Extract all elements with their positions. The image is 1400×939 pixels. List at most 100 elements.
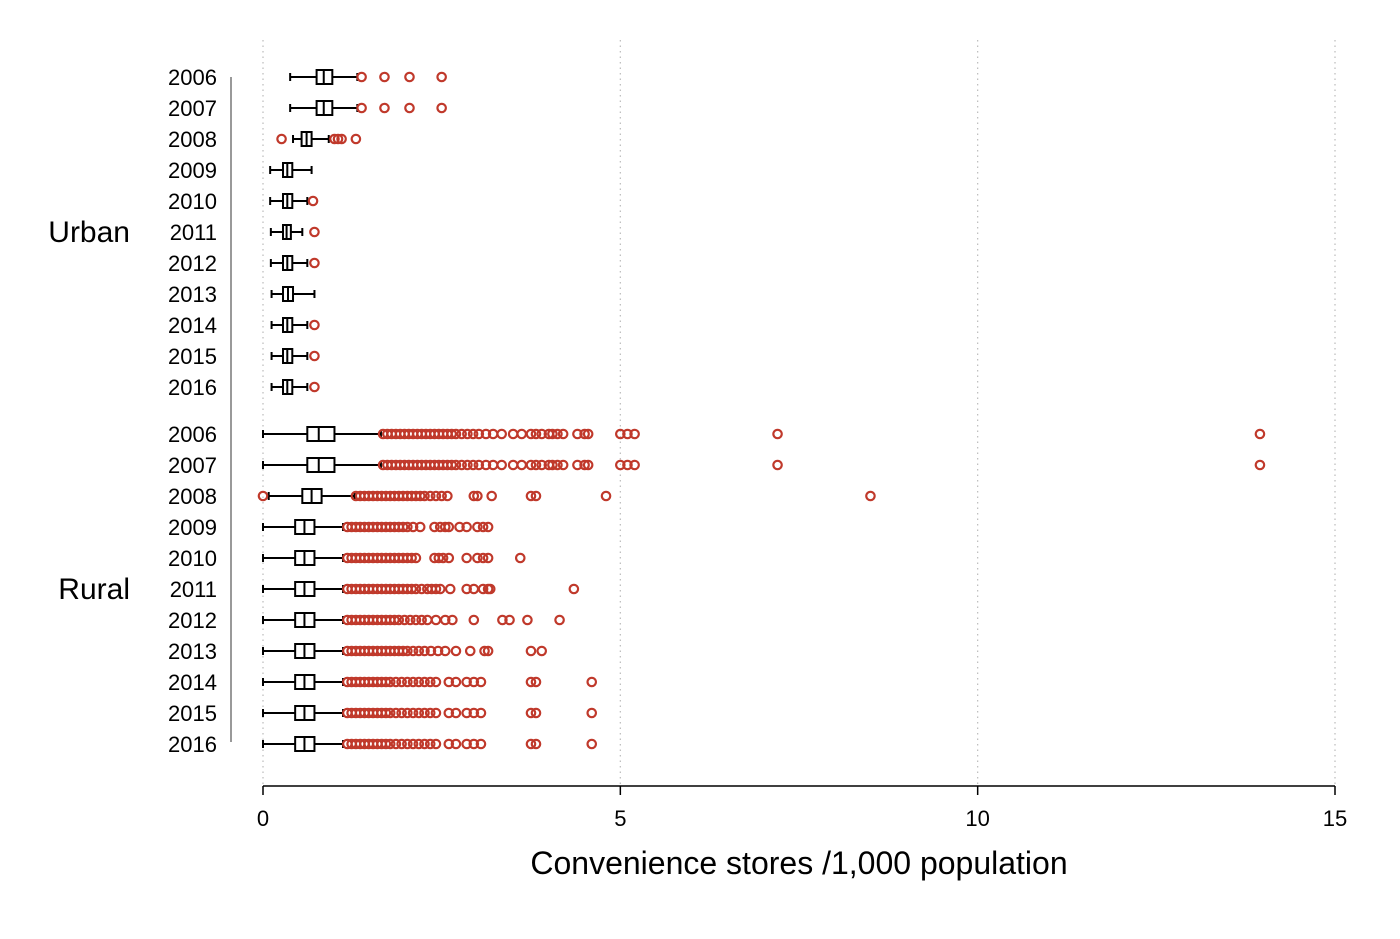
outlier-point: [410, 614, 422, 626]
outlier-point: [456, 459, 467, 471]
outlier-point: [336, 133, 347, 145]
outlier-point: [507, 428, 519, 440]
outlier-point: [547, 459, 558, 471]
outlier-point: [356, 102, 367, 114]
outlier-point: [615, 459, 626, 471]
outlier-point: [444, 583, 456, 595]
outlier-point: [473, 428, 485, 440]
outlier-point: [380, 738, 392, 750]
outlier-point: [416, 583, 427, 595]
year-label: 2011: [170, 577, 217, 602]
outlier-point: [407, 707, 419, 719]
outlier-point: [419, 645, 430, 657]
outlier-point: [477, 583, 489, 595]
outlier-point: [496, 428, 507, 440]
outlier-point: [443, 676, 455, 688]
outlier-point: [416, 614, 427, 626]
outlier-point: [525, 490, 537, 502]
outlier-point: [472, 552, 483, 564]
outlier-point: [772, 428, 783, 440]
outlier-point: [467, 428, 479, 440]
outlier-point: [407, 645, 419, 657]
outlier-point: [350, 133, 362, 145]
box-row: 2009: [168, 158, 313, 183]
outlier-point: [600, 490, 612, 502]
outlier-point: [436, 490, 447, 502]
outlier-point: [461, 521, 472, 533]
outlier-point: [390, 676, 402, 688]
outlier-point: [464, 645, 476, 657]
box-rows: Urban 2006 2007 2008 2009 2010 2011 2012 2013 201…: [48, 65, 1266, 757]
outlier-point: [516, 459, 528, 471]
box-row: 2008: [168, 127, 362, 152]
outlier-point: [309, 257, 320, 269]
outlier-point: [402, 645, 413, 657]
box-row: 2009: [168, 515, 494, 540]
year-label: 2009: [168, 515, 217, 540]
outlier-point: [622, 459, 633, 471]
outlier-point: [380, 676, 392, 688]
outlier-point: [443, 552, 455, 564]
iqr-box: [306, 426, 336, 442]
year-label: 2012: [168, 251, 217, 276]
year-label: 2006: [168, 65, 217, 90]
outlier-point: [390, 707, 402, 719]
outlier-point: [410, 583, 422, 595]
outlier-point: [468, 614, 480, 626]
outlier-point: [424, 490, 436, 502]
outlier-point: [450, 645, 462, 657]
outlier-point: [482, 645, 494, 657]
outlier-point: [397, 521, 409, 533]
outlier-point: [507, 459, 519, 471]
outlier-point: [424, 738, 436, 750]
outlier-point: [522, 614, 533, 626]
outlier-point: [525, 738, 537, 750]
grid-lines: [262, 40, 1336, 786]
outlier-point: [396, 707, 407, 719]
outlier-point: [514, 552, 526, 564]
outlier-point: [414, 521, 426, 533]
outlier-point: [579, 428, 590, 440]
outlier-point: [419, 676, 430, 688]
year-label: 2013: [168, 639, 217, 664]
outlier-point: [461, 738, 472, 750]
outlier-point: [404, 102, 415, 114]
outlier-point: [437, 552, 449, 564]
year-label: 2010: [168, 546, 217, 571]
outlier-point: [419, 707, 430, 719]
outlier-point: [568, 583, 580, 595]
outlier-point: [422, 614, 433, 626]
year-label: 2010: [168, 189, 217, 214]
group-label: Rural: [58, 573, 130, 606]
outlier-point: [772, 459, 783, 471]
outlier-point: [865, 490, 876, 502]
outlier-point: [407, 738, 419, 750]
outlier-point: [475, 707, 487, 719]
outlier-point: [525, 459, 537, 471]
box-row: 2010: [168, 546, 526, 571]
x-tick-label: 5: [614, 806, 626, 831]
outlier-point: [468, 738, 480, 750]
year-label: 2013: [168, 282, 217, 307]
outlier-point: [329, 133, 340, 145]
year-label: 2006: [168, 422, 217, 447]
outlier-point: [397, 645, 409, 657]
outlier-point: [410, 552, 422, 564]
outlier-point: [442, 490, 453, 502]
outlier-point: [432, 645, 444, 657]
box-row: 2014: [168, 670, 598, 695]
outlier-point: [1254, 428, 1266, 440]
year-label: 2014: [168, 670, 217, 695]
outlier-point: [477, 552, 489, 564]
box-row: 2016: [168, 732, 598, 757]
outlier-point: [547, 428, 558, 440]
outlier-point: [443, 738, 455, 750]
outlier-point: [472, 490, 483, 502]
outlier-point: [484, 583, 496, 595]
outlier-point: [425, 645, 437, 657]
box-row: 2006: [168, 65, 447, 90]
outlier-point: [479, 645, 490, 657]
x-axis-title: Convenience stores /1,000 population: [530, 845, 1067, 881]
outlier-point: [461, 707, 472, 719]
